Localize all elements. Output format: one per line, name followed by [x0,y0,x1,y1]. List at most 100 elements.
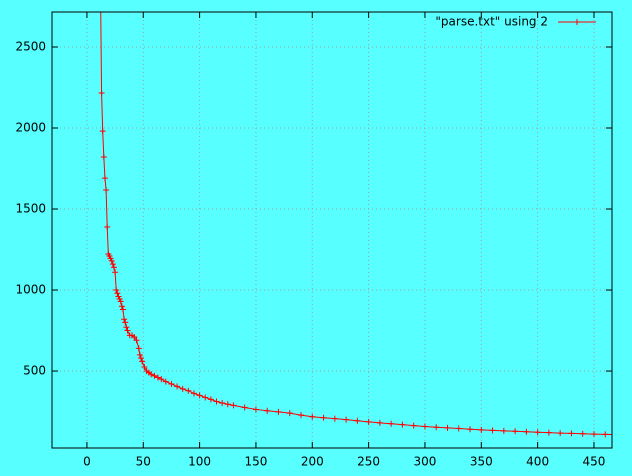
data-point [148,371,155,378]
data-point [138,355,145,362]
data-point [343,416,350,423]
y-tick-label: 1000 [15,283,46,297]
x-tick-label: 300 [414,455,437,469]
data-point [399,421,406,428]
data-point [190,390,197,397]
data-point [609,431,612,438]
data-point [252,406,259,413]
data-point [433,424,440,431]
data-point [241,404,248,411]
data-point [154,374,161,381]
data-point [354,417,361,424]
legend-marker [574,19,580,25]
data-point [196,392,203,399]
data-point [112,269,119,276]
data-point [207,396,214,403]
data-point [162,378,169,385]
y-tick-label: 2500 [15,39,46,53]
data-point [500,427,507,434]
data-point [101,175,108,182]
data-point [151,372,158,379]
data-point [118,303,125,310]
x-tick-label: 350 [470,455,493,469]
data-point [99,128,106,135]
data-point [121,316,128,323]
data-point [131,334,138,341]
data-point [512,428,519,435]
data-point [124,327,131,334]
legend: "parse.txt" using 2 [435,15,596,29]
plot-border [51,11,613,449]
data-point [523,428,530,435]
data-point [376,419,383,426]
data-point [103,187,110,194]
y-tick-label: 2000 [15,121,46,135]
data-point [298,412,305,419]
data-point [309,413,316,420]
x-tick-label: 50 [136,455,151,469]
data-point [275,408,282,415]
data-point [136,351,143,358]
x-tick-label: 250 [357,455,380,469]
data-point [117,298,124,305]
data-point [557,430,564,437]
data-point [320,414,327,421]
data-point [104,224,111,231]
data-point [168,381,175,388]
data-point [109,261,116,268]
data-point [331,415,338,422]
data-point [110,264,117,271]
x-tick-label: 150 [244,455,267,469]
x-tick-label: 100 [188,455,211,469]
data-point [202,394,209,401]
data-point [139,358,146,365]
data-point [478,426,485,433]
data-point [602,431,609,438]
data-point [185,387,192,394]
data-line [100,12,612,436]
data-point [179,385,186,392]
data-point [568,430,575,437]
data-point [98,90,105,97]
data-point [114,290,121,297]
x-tick-label: 450 [583,455,606,469]
x-tick-label: 200 [301,455,324,469]
data-point [100,154,107,161]
data-point [455,425,462,432]
data-point [421,423,428,430]
data-point [388,420,395,427]
data-point [158,376,165,383]
data-point [224,401,231,408]
data-point [113,287,120,294]
data-point [444,424,451,431]
data-point [467,426,474,433]
x-tick-label: 400 [526,455,549,469]
plot-area [98,12,612,438]
data-point [133,337,140,344]
data-point [123,324,130,331]
data-point [590,431,597,438]
data-point [410,422,417,429]
data-point [135,345,142,352]
grid [52,12,612,448]
data-point [534,429,541,436]
y-tick-label: 500 [23,364,46,378]
data-point [286,410,293,417]
data-point [108,257,115,264]
x-tick-label: 0 [83,455,91,469]
data-point [545,429,552,436]
legend-label: "parse.txt" using 2 [435,15,548,29]
data-point [219,399,226,406]
data-point [264,407,271,414]
data-point [119,306,126,313]
y-tick-label: 1500 [15,202,46,216]
data-point [174,383,181,390]
data-point [489,427,496,434]
data-point [141,363,148,370]
data-point [213,398,220,405]
data-point [365,418,372,425]
data-point [122,319,129,326]
data-point [230,402,237,409]
data-point [579,430,586,437]
